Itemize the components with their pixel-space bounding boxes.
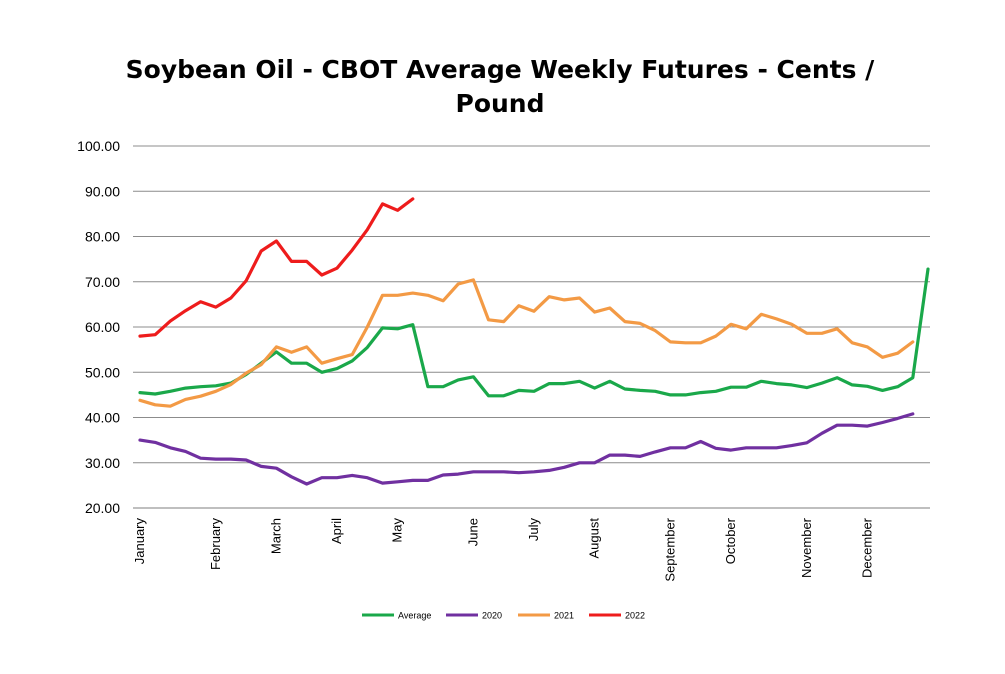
series-lines — [138, 197, 930, 486]
x-tick-label: February — [208, 518, 223, 571]
y-tick-label: 80.00 — [85, 229, 120, 245]
x-tick-label: August — [587, 518, 602, 559]
x-tick-label: January — [132, 518, 147, 565]
y-tick-label: 20.00 — [85, 500, 120, 516]
gridlines — [133, 145, 930, 509]
x-tick-label: December — [859, 517, 874, 578]
series-line-2020 — [138, 412, 915, 486]
y-tick-label: 90.00 — [85, 183, 120, 199]
x-tick-label: May — [390, 518, 405, 543]
y-tick-label: 100.00 — [77, 138, 120, 154]
y-axis-ticks: 20.00 30.00 40.00 50.00 60.00 70.00 80.00 90.00… — [77, 138, 120, 516]
y-tick-label: 50.00 — [85, 364, 120, 380]
series-line-2021 — [138, 278, 915, 408]
chart-title-line-1: Soybean Oil - CBOT Average Weekly Future… — [125, 55, 875, 84]
x-tick-label: July — [526, 518, 541, 542]
y-tick-label: 40.00 — [85, 410, 120, 426]
x-tick-label: March — [268, 518, 283, 554]
x-tick-label: April — [329, 518, 344, 544]
chart-title-line-2: Pound — [455, 89, 545, 118]
legend-label-2021: 2021 — [554, 611, 574, 621]
x-tick-label: June — [465, 518, 480, 546]
x-tick-label: September — [662, 517, 677, 581]
legend-label-2020: 2020 — [482, 611, 502, 621]
y-tick-label: 30.00 — [85, 455, 120, 471]
x-tick-label: November — [799, 517, 814, 578]
x-tick-label: October — [723, 517, 738, 564]
series-line-average — [138, 267, 930, 398]
x-axis-month-labels: January February March April May June July Augu… — [132, 517, 874, 581]
legend-label-average: Average — [398, 611, 431, 621]
y-tick-label: 70.00 — [85, 274, 120, 290]
series-line-2022 — [138, 197, 415, 338]
legend: Average 2020 2021 2022 — [362, 611, 645, 621]
legend-label-2022: 2022 — [625, 611, 645, 621]
y-tick-label: 60.00 — [85, 319, 120, 335]
